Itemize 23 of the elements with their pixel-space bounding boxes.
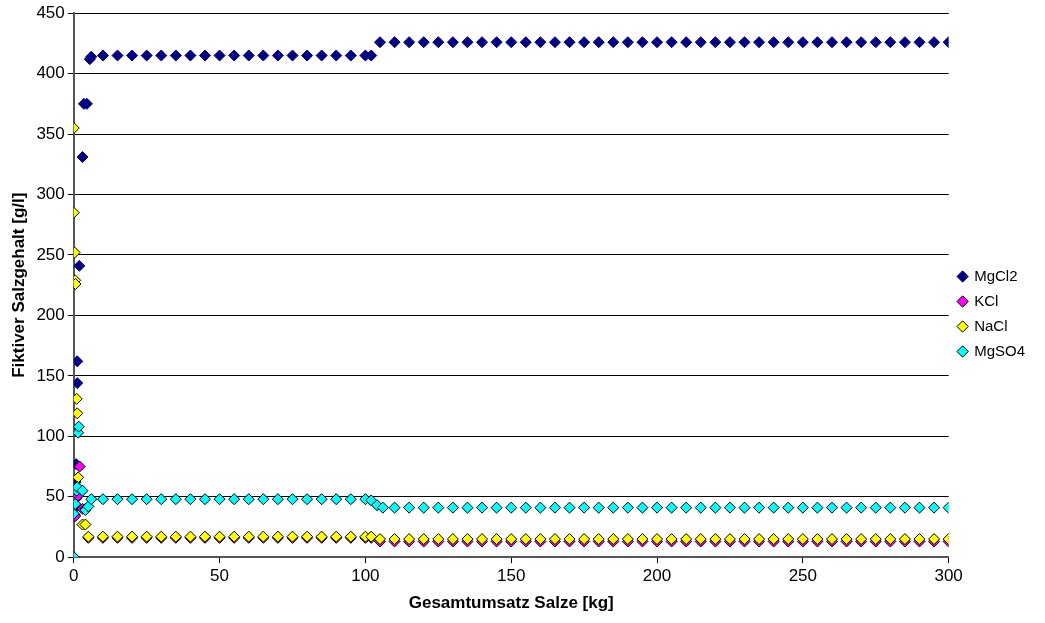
y-tick-label: 200 xyxy=(36,305,65,325)
y-tick-label: 0 xyxy=(55,546,65,566)
x-axis-title: Gesamtumsatz Salze [kg] xyxy=(408,593,614,613)
y-tick-label: 150 xyxy=(36,365,65,385)
x-tick-label: 150 xyxy=(497,566,526,586)
legend-label: KCl xyxy=(974,291,999,309)
x-tick-label: 50 xyxy=(210,566,230,586)
x-tick-label: 100 xyxy=(351,566,380,586)
x-tick-label: 250 xyxy=(788,566,818,586)
y-tick-label: 300 xyxy=(36,184,65,204)
legend-label: MgSO4 xyxy=(974,341,1026,359)
x-tick-label: 0 xyxy=(69,566,79,586)
legend-label: MgCl2 xyxy=(974,266,1018,284)
y-tick-label: 350 xyxy=(36,123,65,143)
y-tick-label: 50 xyxy=(45,486,65,506)
x-tick-label: 300 xyxy=(934,566,963,586)
legend-label: NaCl xyxy=(974,316,1008,334)
y-tick-label: 100 xyxy=(36,426,65,445)
y-axis-title: Fiktiver Salzgehalt [g/l] xyxy=(8,192,28,378)
y-tick-label: 400 xyxy=(36,63,65,83)
x-tick-label: 200 xyxy=(642,566,672,586)
y-tick-label: 250 xyxy=(36,244,65,264)
y-tick-label: 450 xyxy=(36,2,65,22)
